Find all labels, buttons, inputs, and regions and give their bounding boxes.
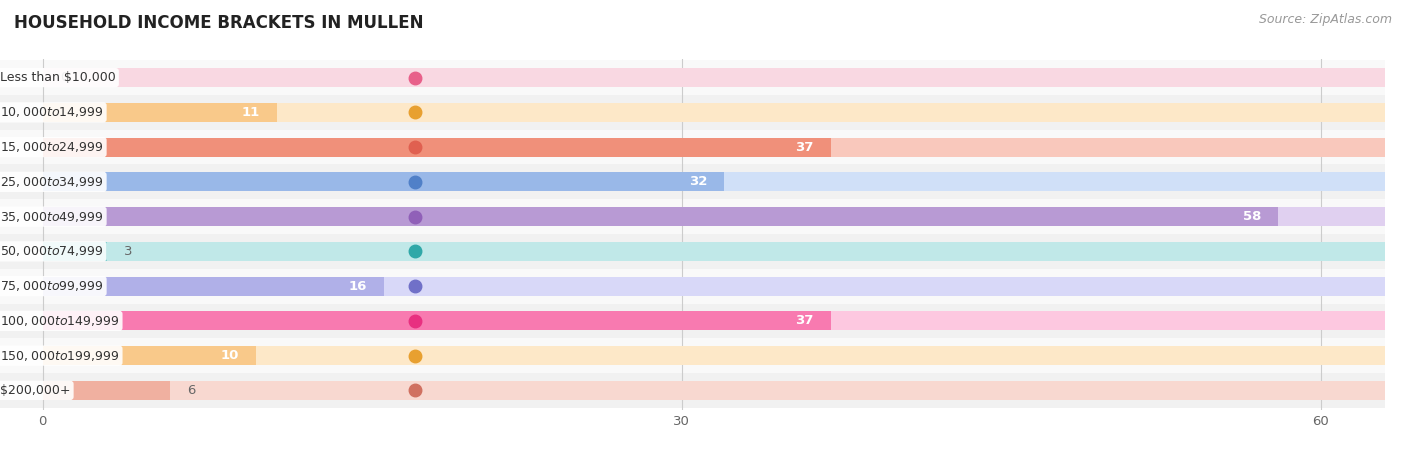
Bar [42, 172, 1385, 191]
Bar [42, 381, 170, 400]
Bar [42, 207, 1278, 226]
Bar [42, 242, 107, 261]
Bar [42, 381, 1385, 400]
Text: $25,000 to $34,999: $25,000 to $34,999 [0, 175, 104, 189]
Bar [0, 199, 1385, 234]
Text: 6: 6 [187, 384, 195, 397]
Bar [0, 60, 1385, 95]
Text: $200,000+: $200,000+ [0, 384, 70, 397]
Bar [42, 172, 724, 191]
Bar [42, 311, 1385, 330]
Text: 0: 0 [59, 71, 67, 84]
Text: 32: 32 [689, 176, 707, 189]
Text: $100,000 to $149,999: $100,000 to $149,999 [0, 314, 120, 328]
Bar [42, 138, 831, 157]
Bar [0, 234, 1385, 269]
Text: 3: 3 [124, 245, 132, 258]
Text: 58: 58 [1243, 210, 1261, 223]
Bar [42, 103, 1385, 122]
Bar [42, 207, 1385, 226]
Text: 37: 37 [796, 140, 814, 153]
Text: $75,000 to $99,999: $75,000 to $99,999 [0, 279, 104, 293]
Bar [42, 311, 831, 330]
Text: HOUSEHOLD INCOME BRACKETS IN MULLEN: HOUSEHOLD INCOME BRACKETS IN MULLEN [14, 14, 423, 32]
Text: Less than $10,000: Less than $10,000 [0, 71, 115, 84]
Text: 11: 11 [242, 106, 260, 119]
Bar [0, 303, 1385, 338]
Text: 37: 37 [796, 315, 814, 328]
Bar [42, 138, 1385, 157]
Bar [42, 242, 1385, 261]
Text: $35,000 to $49,999: $35,000 to $49,999 [0, 210, 104, 224]
Bar [0, 373, 1385, 408]
Bar [42, 103, 277, 122]
Text: $10,000 to $14,999: $10,000 to $14,999 [0, 105, 104, 119]
Bar [42, 277, 1385, 296]
Text: $15,000 to $24,999: $15,000 to $24,999 [0, 140, 104, 154]
Text: $50,000 to $74,999: $50,000 to $74,999 [0, 244, 104, 258]
Bar [0, 130, 1385, 165]
Bar [42, 346, 1385, 365]
Text: $150,000 to $199,999: $150,000 to $199,999 [0, 349, 120, 363]
Bar [0, 269, 1385, 303]
Text: 16: 16 [349, 279, 367, 292]
Bar [0, 165, 1385, 199]
Text: 10: 10 [221, 349, 239, 362]
Bar [0, 95, 1385, 130]
Bar [42, 346, 256, 365]
Text: Source: ZipAtlas.com: Source: ZipAtlas.com [1258, 14, 1392, 27]
Bar [0, 338, 1385, 373]
Bar [42, 68, 1385, 87]
Bar [42, 277, 384, 296]
